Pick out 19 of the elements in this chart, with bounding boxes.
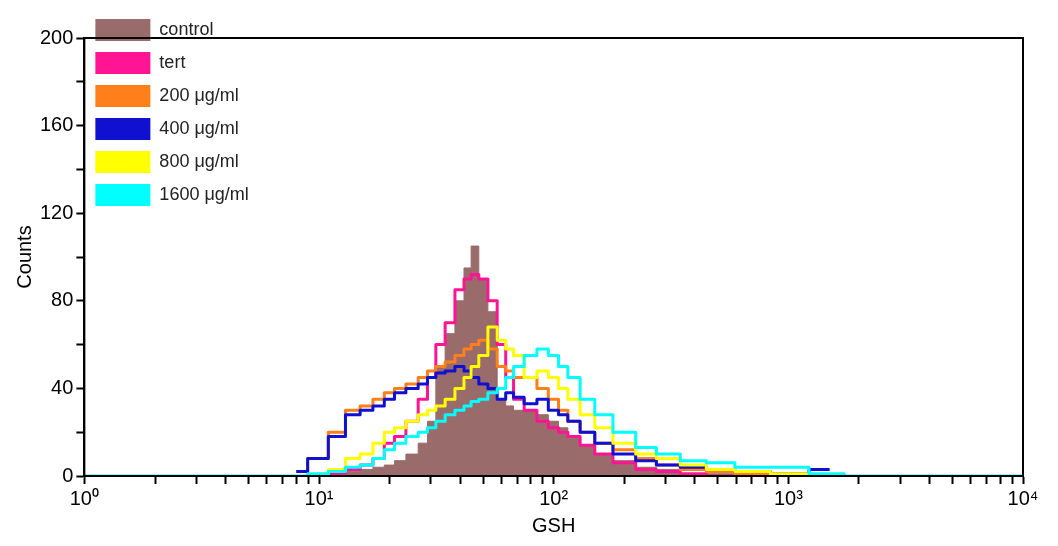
x-tick-label: 10² — [539, 486, 569, 509]
legend-label: 200 μg/ml — [159, 84, 239, 105]
x-tick-label: 10¹ — [304, 486, 334, 509]
y-tick-label: 200 — [39, 25, 74, 48]
y-tick-label: 160 — [39, 113, 74, 136]
legend-label: 400 μg/ml — [159, 117, 239, 138]
legend-label: tert — [159, 51, 186, 72]
x-tick-label: 10⁰ — [69, 486, 99, 509]
x-axis-title: GSH — [532, 513, 576, 536]
legend-label: 800 μg/ml — [159, 150, 239, 171]
y-axis-title: Counts — [12, 225, 35, 289]
y-tick-label: 0 — [62, 463, 74, 486]
x-tick-label: 10³ — [773, 486, 804, 509]
y-tick-label: 80 — [51, 288, 74, 311]
legend-label: control — [159, 18, 214, 39]
y-tick-label: 40 — [51, 375, 74, 398]
legend-label: 1600 μg/ml — [159, 183, 249, 204]
y-tick-label: 120 — [39, 200, 74, 223]
x-tick-label: 10⁴ — [1007, 486, 1039, 509]
